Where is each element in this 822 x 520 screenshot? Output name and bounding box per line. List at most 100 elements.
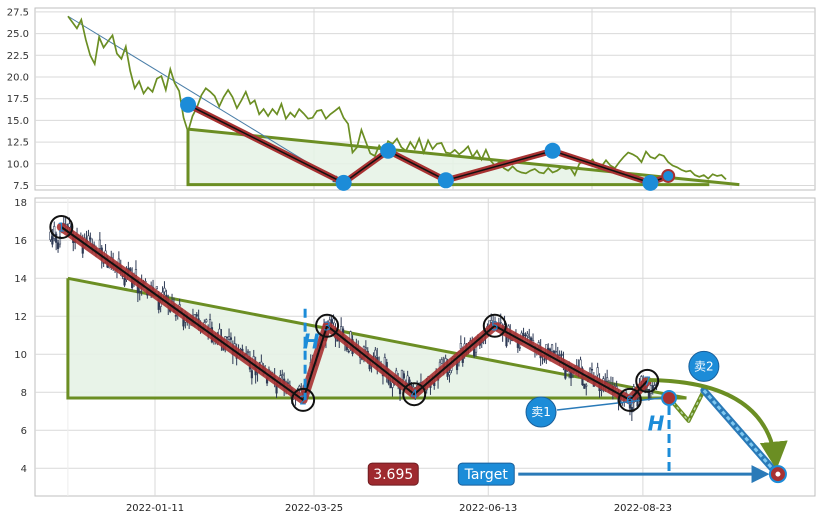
x-tick-label: 2022-03-25 [285,503,343,514]
wave-label: 5 [491,319,499,333]
x-tick-label: 2022-06-13 [459,503,517,514]
top-y-tick-label: 15.0 [7,116,29,127]
top-y-tick-label: 20.0 [7,73,29,84]
top-wave-point [642,174,659,191]
sell1-bubble [525,396,557,428]
candle-body [155,286,158,290]
candle-body [499,322,502,324]
candle-body [596,367,599,376]
candle-body [364,347,367,350]
wave-labels: 1 2 3 4 5 67 [49,215,660,412]
bottom-y-tick-label: 12 [14,312,27,323]
wave-circle [617,387,642,412]
bottom-y-tick-label: 6 [21,426,27,437]
candle-body [208,319,212,329]
wave-label: 6 [626,393,634,407]
candle-body [528,336,531,338]
candle-body [585,384,588,387]
bottom-y-tick-label: 8 [21,388,27,399]
height-label-right: H [648,411,665,435]
candle-body [49,231,52,240]
top-y-tick-label: 25.0 [7,29,29,40]
candle-body [332,318,335,324]
top-wave-point [661,168,676,183]
candle-body [459,343,462,349]
wave-circle [635,368,660,393]
bottom-annotations: H H Target 3.695 卖1 卖2 [303,308,788,486]
top-triangle-edge [186,129,710,187]
height-label-left: H [303,330,320,354]
bottom-y-ticks: 4 6 8 10 12 14 16 18 [14,198,27,475]
top-y-tick-label: 17.5 [7,94,29,105]
wave-circle [49,215,74,239]
candle-body [53,226,56,239]
x-tick-label: 2022-08-23 [614,503,672,514]
wave-label: 2 [299,393,307,407]
top-wave-point [335,174,352,191]
candle-body [653,385,656,388]
candle-body [195,314,198,317]
top-price-line [67,15,727,181]
candle-body [227,336,231,340]
top-wave-point [437,172,454,189]
top-wave-points [180,96,676,191]
candle-body [554,350,557,353]
candle-body [374,349,377,357]
candle-body [89,237,92,240]
sell2-label: 卖2 [694,359,714,373]
top-series-line [67,15,727,181]
candle-body [543,358,546,361]
candle-body [229,337,233,340]
bottom-y-tick-label: 16 [14,236,27,247]
bottom-y-tick-label: 10 [14,350,27,361]
candle-body [330,319,333,325]
curved-projection-arrow [647,377,788,470]
top-y-tick-label: 27.5 [7,7,29,18]
bottom-wave-core [60,226,648,401]
wave-label: 1 [58,221,66,235]
top-triangle-diagonal [187,127,740,187]
candle-body [250,370,253,379]
candle-body [579,359,582,369]
candle-body [636,397,639,407]
candle-body [448,372,451,376]
candle-body [518,347,521,349]
candle-body [583,383,586,389]
candle-body [174,315,177,317]
top-y-tick-label: 12.5 [7,138,29,149]
wave-circle [291,387,316,412]
candle-body [138,291,141,293]
top-guide-arrow [67,15,342,183]
projection-zigzag-inner [668,390,705,423]
candle-body [226,336,229,339]
candle-body [490,320,493,323]
wave-label: 3 [323,319,331,333]
candle-body [391,382,394,388]
candle-body [347,350,350,353]
candle-body [522,333,525,337]
top-y-tick-label: 10.0 [7,159,29,170]
target-box [457,462,515,486]
candle-body [246,350,250,353]
wave-circle [402,382,427,407]
candle-body [389,383,392,389]
candle-body [58,236,62,245]
candle-body [56,242,60,249]
candle-body [51,236,54,245]
candle-body [440,359,443,364]
sell2-bubble [688,350,720,382]
candle-body [526,333,529,337]
target-point-center [775,471,781,477]
top-y-tick-label: 7.5 [13,181,29,192]
top-wave-point [544,142,561,159]
bottom-y-tick-label: 14 [14,274,27,285]
bottom-x-ticks: 2022-01-11 2022-03-25 2022-06-13 2022-08-23 [126,503,672,514]
top-y-tick-label: 22.5 [7,51,29,62]
candle-body [590,369,594,371]
target-price-box [367,462,419,486]
bottom-triangle-edge [66,278,687,400]
target-label: Target [464,467,509,483]
wave-label: 7 [643,374,651,388]
sell1-point [661,390,678,406]
candle-body [606,377,609,382]
